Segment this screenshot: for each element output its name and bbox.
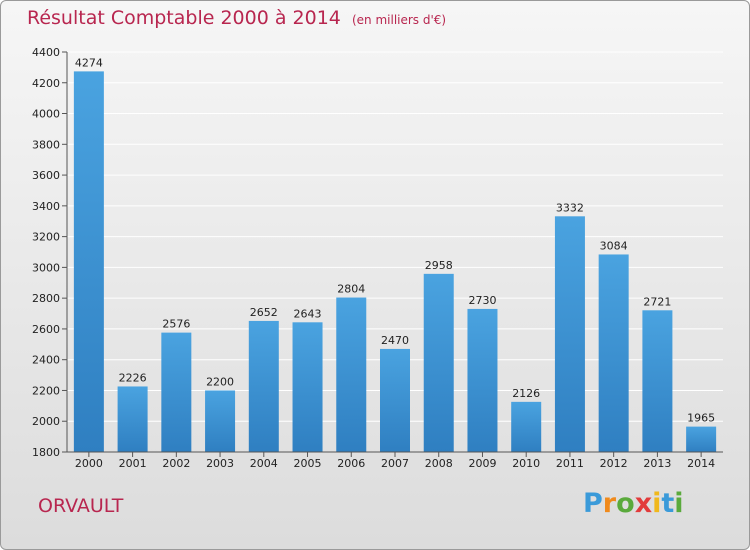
- bar-value-label: 2576: [162, 318, 190, 331]
- bar-value-label: 2470: [381, 334, 409, 347]
- bar-value-label: 2958: [425, 259, 453, 272]
- bar: [380, 348, 410, 452]
- bar: [467, 308, 498, 452]
- y-tick-label: 3200: [32, 231, 60, 244]
- x-tick-label: 2009: [468, 457, 496, 470]
- bars: [73, 71, 717, 452]
- bar-value-label: 3084: [600, 239, 628, 252]
- x-tick-label: 2003: [206, 457, 234, 470]
- x-tick-label: 2014: [687, 457, 715, 470]
- logo-letter: o: [616, 488, 635, 519]
- logo-letter: i: [674, 488, 684, 519]
- title-main: Résultat Comptable 2000 à 2014: [27, 7, 341, 29]
- x-tick-label: 2007: [381, 457, 409, 470]
- x-tick-label: 2004: [250, 457, 278, 470]
- bar: [423, 273, 454, 452]
- y-tick-label: 4400: [32, 46, 60, 59]
- x-tick-label: 2008: [425, 457, 453, 470]
- bar-value-label: 2226: [119, 371, 147, 384]
- bar: [117, 386, 148, 452]
- bar: [161, 332, 192, 452]
- bar-value-label: 3332: [556, 201, 584, 214]
- y-tick-label: 2400: [32, 354, 60, 367]
- x-tick-label: 2011: [556, 457, 584, 470]
- x-tick-label: 2000: [75, 457, 103, 470]
- y-tick-label: 2600: [32, 323, 60, 336]
- x-tick-label: 2013: [643, 457, 671, 470]
- bar: [292, 322, 323, 452]
- x-tick-label: 2002: [162, 457, 190, 470]
- bar-value-label: 2200: [206, 375, 234, 388]
- y-tick-label: 1800: [32, 446, 60, 459]
- logo-letter: t: [661, 488, 675, 519]
- bar: [336, 297, 367, 452]
- bar-value-label: 2643: [294, 307, 322, 320]
- bar: [511, 401, 542, 452]
- y-tick-label: 3400: [32, 200, 60, 213]
- y-tick-label: 2200: [32, 384, 60, 397]
- logo-letter: P: [583, 488, 603, 519]
- bar: [73, 71, 104, 452]
- logo-letter: r: [602, 488, 617, 519]
- y-axis-ticks: 1800 2000 2200 2400 2600 2800 3000 3200 3400 3600…: [32, 46, 67, 459]
- y-tick-label: 2000: [32, 415, 60, 428]
- bar: [205, 390, 236, 452]
- bar-value-label: 2652: [250, 306, 278, 319]
- y-tick-label: 3800: [32, 138, 60, 151]
- y-tick-label: 2800: [32, 292, 60, 305]
- bar: [598, 254, 629, 452]
- bar-value-label: 2721: [643, 295, 671, 308]
- commune-name: ORVAULT: [38, 495, 124, 517]
- bar: [248, 320, 279, 452]
- bar-value-label: 1965: [687, 412, 715, 425]
- y-tick-label: 4000: [32, 108, 60, 121]
- x-tick-label: 2005: [294, 457, 322, 470]
- bar-value-label: 2730: [468, 294, 496, 307]
- y-tick-label: 3600: [32, 169, 60, 182]
- bar: [642, 310, 673, 452]
- x-axis-ticks: 2000 2001 2002 2003 2004 2005 2006 2007 2008 2009…: [75, 452, 715, 470]
- bar: [554, 216, 585, 452]
- logo-letter: x: [634, 488, 653, 519]
- title-subtitle: (en milliers d'€): [351, 13, 447, 27]
- bar-value-label: 2126: [512, 387, 540, 400]
- x-tick-label: 2006: [337, 457, 365, 470]
- x-tick-label: 2012: [600, 457, 628, 470]
- x-tick-label: 2010: [512, 457, 540, 470]
- logo-letter: i: [652, 488, 662, 519]
- bar-value-label: 4274: [75, 56, 103, 69]
- data-labels: 4274 2226 2576 2200 2652 2643 2804 2470 2958 2730…: [75, 56, 715, 424]
- y-tick-label: 4200: [32, 77, 60, 90]
- y-tick-label: 3000: [32, 261, 60, 274]
- bar-value-label: 2804: [337, 283, 365, 296]
- proxiti-logo: Proxiti: [583, 488, 684, 519]
- bar: [686, 426, 717, 452]
- x-tick-label: 2001: [119, 457, 147, 470]
- chart-title: Résultat Comptable 2000 à 2014 (en milli…: [27, 7, 446, 29]
- axes: [66, 52, 723, 453]
